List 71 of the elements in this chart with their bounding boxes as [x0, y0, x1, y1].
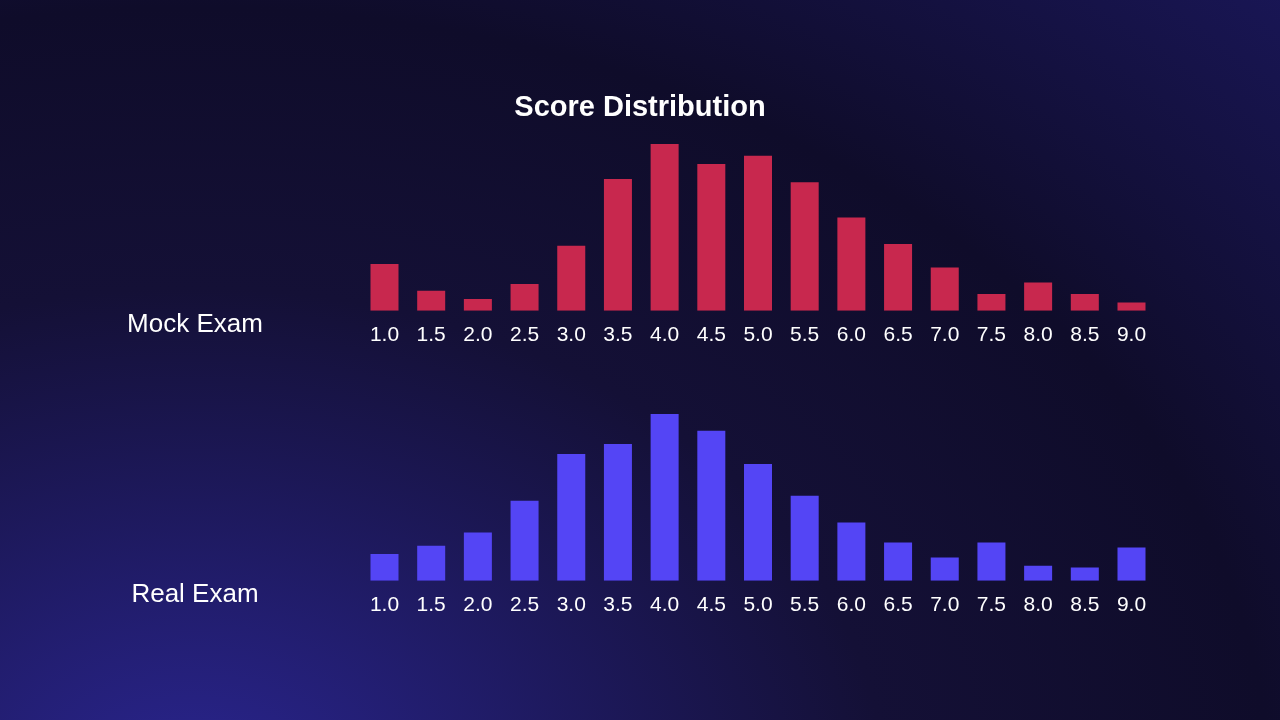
x-tick-label: 1.0 [369, 322, 400, 346]
x-tick-label: 7.0 [930, 322, 960, 346]
x-tick-label: 5.0 [743, 322, 773, 346]
bar [1070, 567, 1099, 581]
bar [930, 557, 959, 581]
bar [510, 500, 539, 581]
x-tick-label: 1.0 [369, 592, 400, 616]
bar [603, 179, 632, 311]
x-tick-label: 1.5 [416, 322, 446, 346]
x-tick-label: 5.0 [743, 592, 773, 616]
x-tick-label: 2.5 [509, 592, 540, 616]
x-tick-label: 8.0 [1023, 592, 1053, 616]
y-axis-title: Mock Exam [126, 308, 264, 339]
bar [743, 464, 773, 581]
bar [837, 522, 866, 581]
bar [743, 155, 773, 311]
bar [1117, 547, 1146, 581]
x-tick-label: 7.5 [976, 322, 1007, 346]
x-tick-label: 4.0 [650, 322, 680, 346]
x-tick-label: 7.0 [930, 592, 960, 616]
bar [417, 290, 446, 311]
bar [1117, 302, 1146, 311]
x-tick-label: 4.5 [696, 322, 726, 346]
bar [650, 144, 679, 311]
x-tick-label: 6.0 [836, 592, 866, 616]
bar [697, 430, 726, 581]
x-tick-label: 4.0 [650, 592, 680, 616]
x-tick-label: 8.0 [1023, 322, 1053, 346]
bar [1024, 282, 1053, 311]
x-tick-label: 3.5 [603, 592, 633, 616]
bar [977, 294, 1006, 311]
x-tick-label: 8.5 [1070, 592, 1100, 616]
x-tick-label: 2.0 [463, 592, 493, 616]
bar [463, 532, 492, 581]
bar [1070, 294, 1099, 311]
chart-title: Score Distribution [513, 90, 767, 123]
bar [370, 554, 399, 581]
bar [417, 545, 446, 581]
bar [510, 284, 539, 311]
x-tick-label: 4.5 [696, 592, 726, 616]
bar [977, 542, 1006, 581]
x-tick-label: 8.5 [1070, 322, 1100, 346]
bar [884, 244, 913, 311]
x-tick-label: 9.0 [1116, 322, 1147, 346]
bar [557, 454, 586, 581]
bar [463, 299, 492, 311]
bar [790, 182, 819, 311]
x-tick-label: 9.0 [1116, 592, 1147, 616]
bar [557, 245, 586, 311]
x-tick-label: 6.5 [883, 592, 913, 616]
bar [884, 542, 913, 581]
x-tick-label: 6.0 [836, 322, 866, 346]
x-tick-label: 3.0 [556, 322, 586, 346]
bar [603, 444, 632, 581]
x-tick-label: 6.5 [883, 322, 913, 346]
x-tick-label: 5.5 [790, 322, 820, 346]
x-tick-label: 5.5 [790, 592, 820, 616]
x-tick-label: 3.5 [603, 322, 633, 346]
x-tick-label: 7.5 [976, 592, 1007, 616]
bar [930, 267, 959, 311]
y-axis-title: Real Exam [130, 578, 260, 609]
bar [697, 164, 726, 311]
x-tick-label: 2.0 [463, 322, 493, 346]
x-tick-label: 3.0 [556, 592, 586, 616]
bar [650, 414, 679, 581]
bar [1024, 565, 1053, 581]
bar [790, 495, 819, 581]
bar [370, 264, 399, 311]
x-tick-label: 2.5 [509, 322, 540, 346]
x-tick-label: 1.5 [416, 592, 446, 616]
bar [837, 217, 866, 311]
